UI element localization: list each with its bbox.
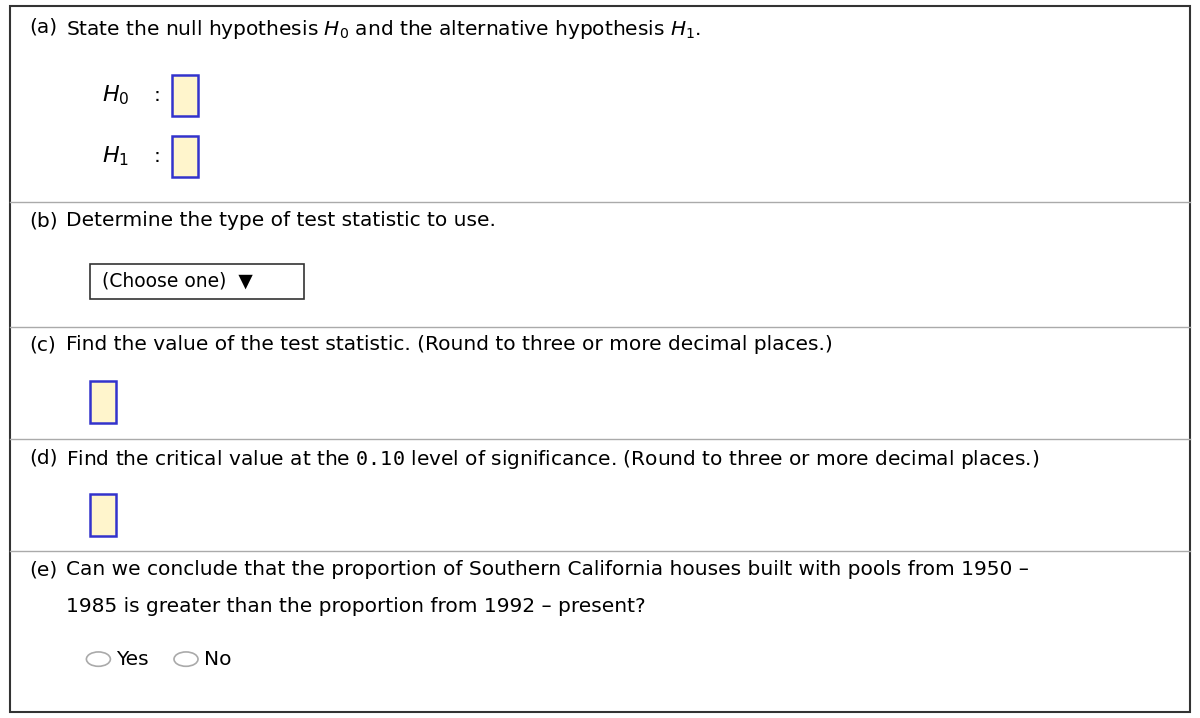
Text: 1985 is greater than the proportion from 1992 – present?: 1985 is greater than the proportion from… [66, 597, 646, 616]
Text: (e): (e) [29, 560, 58, 579]
Text: $H_0$: $H_0$ [102, 84, 130, 107]
Text: (c): (c) [29, 335, 55, 354]
FancyBboxPatch shape [90, 264, 304, 299]
Text: :: : [154, 86, 161, 105]
Text: :: : [154, 147, 161, 166]
Text: Determine the type of test statistic to use.: Determine the type of test statistic to … [66, 211, 496, 230]
FancyBboxPatch shape [10, 6, 1190, 712]
Text: Yes: Yes [116, 650, 149, 668]
Text: (Choose one)  ▼: (Choose one) ▼ [102, 272, 253, 291]
Text: (d): (d) [29, 448, 58, 467]
FancyBboxPatch shape [90, 381, 116, 423]
Text: Can we conclude that the proportion of Southern California houses built with poo: Can we conclude that the proportion of S… [66, 560, 1028, 579]
Text: Find the critical value at the $\mathtt{0.10}$ level of significance. (Round to : Find the critical value at the $\mathtt{… [66, 448, 1039, 471]
FancyBboxPatch shape [172, 136, 198, 177]
Text: (a): (a) [29, 18, 56, 37]
Text: $H_1$: $H_1$ [102, 145, 130, 168]
Text: State the null hypothesis $H_0$ and the alternative hypothesis $H_1$.: State the null hypothesis $H_0$ and the … [66, 18, 701, 41]
FancyBboxPatch shape [172, 75, 198, 116]
Text: Find the value of the test statistic. (Round to three or more decimal places.): Find the value of the test statistic. (R… [66, 335, 833, 354]
Text: (b): (b) [29, 211, 58, 230]
Text: No: No [204, 650, 232, 668]
FancyBboxPatch shape [90, 494, 116, 536]
